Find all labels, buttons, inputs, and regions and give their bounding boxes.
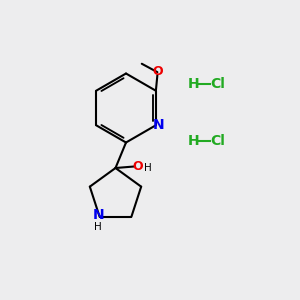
Text: O: O <box>132 160 143 173</box>
Text: H: H <box>144 163 152 173</box>
Text: N: N <box>92 208 104 222</box>
Text: Cl: Cl <box>210 77 225 91</box>
Text: Cl: Cl <box>210 134 225 148</box>
Text: H: H <box>188 134 199 148</box>
Text: N: N <box>153 118 165 132</box>
Text: H: H <box>94 222 102 232</box>
Text: O: O <box>152 65 163 78</box>
Text: H: H <box>188 77 199 91</box>
